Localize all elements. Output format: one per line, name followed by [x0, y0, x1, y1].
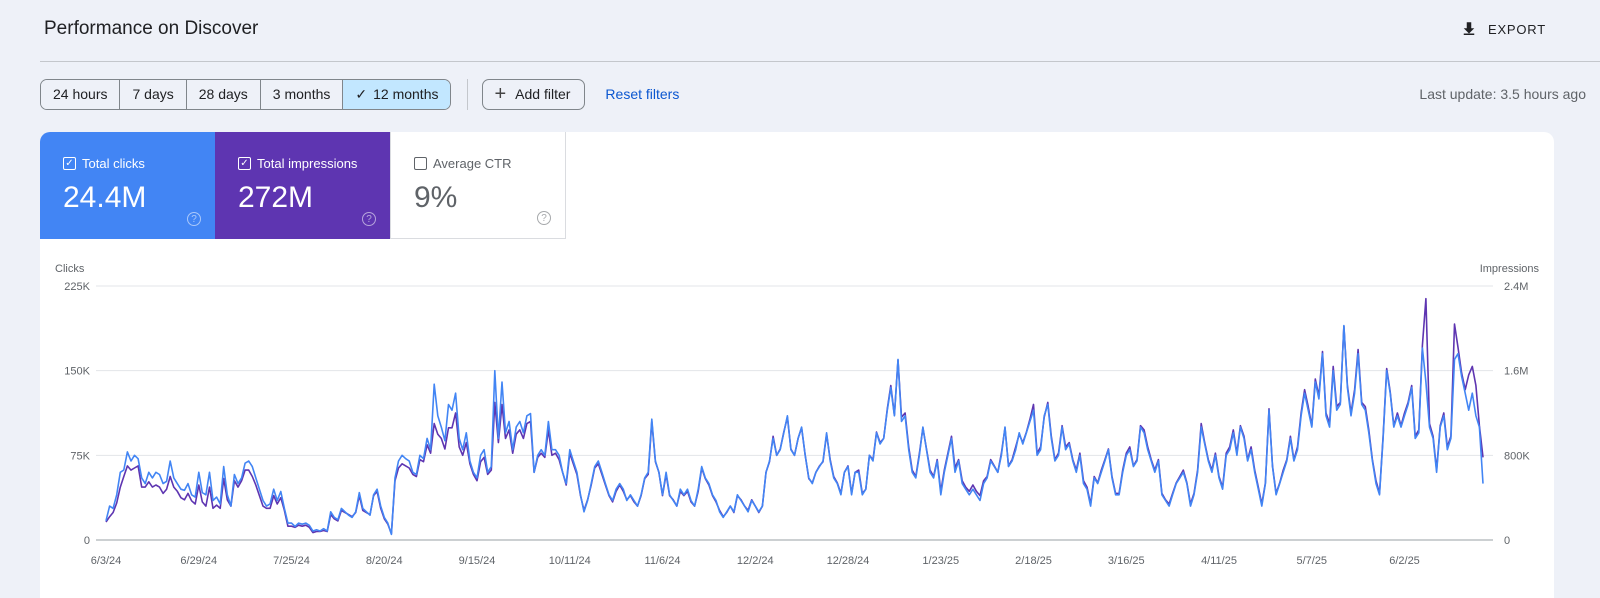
- metric-average-ctr[interactable]: Average CTR 9% ?: [390, 132, 566, 239]
- y-left-tick-label: 0: [84, 535, 90, 547]
- x-tick-label: 12/28/24: [827, 555, 870, 567]
- download-icon: [1463, 22, 1475, 35]
- metric-value: 272M: [238, 181, 314, 214]
- x-tick-label: 6/3/24: [91, 555, 122, 567]
- y-left-tick-label: 225K: [64, 281, 90, 293]
- y-axis-right-title: Impressions: [1479, 263, 1539, 275]
- help-icon[interactable]: ?: [187, 212, 201, 226]
- series-line-impressions: [105, 297, 1484, 535]
- x-tick-label: 3/16/25: [1108, 555, 1145, 567]
- performance-chart[interactable]: 0 0 75K 800K 150K 1.6M 225K 2.4M 6/3/24 6/29/24 7/…: [40, 132, 1554, 598]
- reset-filters-link[interactable]: Reset filters: [605, 86, 680, 102]
- range-7-days[interactable]: 7 days: [120, 79, 187, 109]
- header-divider: [40, 61, 1600, 62]
- export-label: EXPORT: [1487, 21, 1546, 37]
- y-right-tick-label: 2.4M: [1504, 281, 1528, 293]
- metric-total-impressions[interactable]: ✓ Total impressions 272M ?: [215, 132, 390, 239]
- metric-total-clicks[interactable]: ✓ Total clicks 24.4M ?: [40, 132, 215, 239]
- range-24-hours[interactable]: 24 hours: [41, 79, 121, 109]
- x-tick-label: 11/6/24: [645, 555, 681, 567]
- checkbox-unchecked-icon[interactable]: [414, 157, 427, 170]
- metric-label: Average CTR: [433, 156, 512, 171]
- x-tick-label: 5/7/25: [1296, 555, 1327, 567]
- range-3-months[interactable]: 3 months: [260, 79, 344, 109]
- add-filter-label: Add filter: [515, 86, 571, 102]
- performance-card: ✓ Total clicks 24.4M ? ✓ Total impressions…: [40, 132, 1554, 598]
- range-label: 24 hours: [53, 86, 108, 102]
- metric-label: Total impressions: [257, 156, 358, 171]
- x-tick-label: 7/25/24: [273, 555, 310, 567]
- add-filter-button[interactable]: + Add filter: [482, 78, 586, 110]
- help-icon[interactable]: ?: [362, 212, 376, 226]
- x-tick-label: 1/23/25: [922, 555, 959, 567]
- toolbar-separator: [467, 78, 469, 110]
- x-tick-label: 2/18/25: [1015, 555, 1052, 567]
- range-label: 3 months: [272, 86, 331, 102]
- checkbox-checked-icon[interactable]: ✓: [63, 157, 76, 170]
- y-right-tick-label: 800K: [1504, 450, 1530, 462]
- series-line-clicks: [105, 324, 1484, 536]
- metric-value: 9%: [414, 181, 458, 214]
- range-28-days[interactable]: 28 days: [186, 79, 261, 109]
- metric-value: 24.4M: [63, 181, 147, 214]
- export-button[interactable]: EXPORT: [1460, 20, 1546, 38]
- range-label: 28 days: [198, 86, 248, 102]
- range-label: 7 days: [132, 86, 174, 102]
- x-tick-label: 9/15/24: [459, 555, 496, 567]
- y-axis-left-title: Clicks: [55, 263, 85, 275]
- y-left-tick-label: 75K: [70, 450, 90, 462]
- x-tick-label: 6/29/24: [180, 555, 217, 567]
- range-label: 12 months: [373, 86, 439, 102]
- x-tick-label: 6/2/25: [1389, 555, 1420, 567]
- help-icon[interactable]: ?: [537, 211, 551, 225]
- x-tick-label: 8/20/24: [366, 555, 403, 567]
- x-tick-label: 10/11/24: [549, 555, 591, 567]
- x-tick-label: 4/11/25: [1201, 555, 1237, 567]
- range-12-months[interactable]: ✓ 12 months: [343, 79, 451, 109]
- last-update-text: Last update: 3.5 hours ago: [1419, 86, 1586, 102]
- y-right-tick-label: 1.6M: [1504, 366, 1528, 378]
- checkmark-icon: ✓: [355, 85, 368, 102]
- plus-icon: +: [494, 83, 507, 105]
- checkbox-checked-icon[interactable]: ✓: [238, 157, 251, 170]
- y-left-tick-label: 150K: [64, 366, 90, 378]
- date-range-selector: 24 hours 7 days 28 days 3 months ✓ 12 mon…: [40, 78, 452, 110]
- x-tick-label: 12/2/24: [737, 555, 774, 567]
- metric-label: Total clicks: [82, 156, 145, 171]
- y-right-tick-label: 0: [1504, 535, 1510, 547]
- page-title: Performance on Discover: [44, 18, 259, 39]
- filter-toolbar: 24 hours 7 days 28 days 3 months ✓ 12 mon…: [40, 78, 1586, 110]
